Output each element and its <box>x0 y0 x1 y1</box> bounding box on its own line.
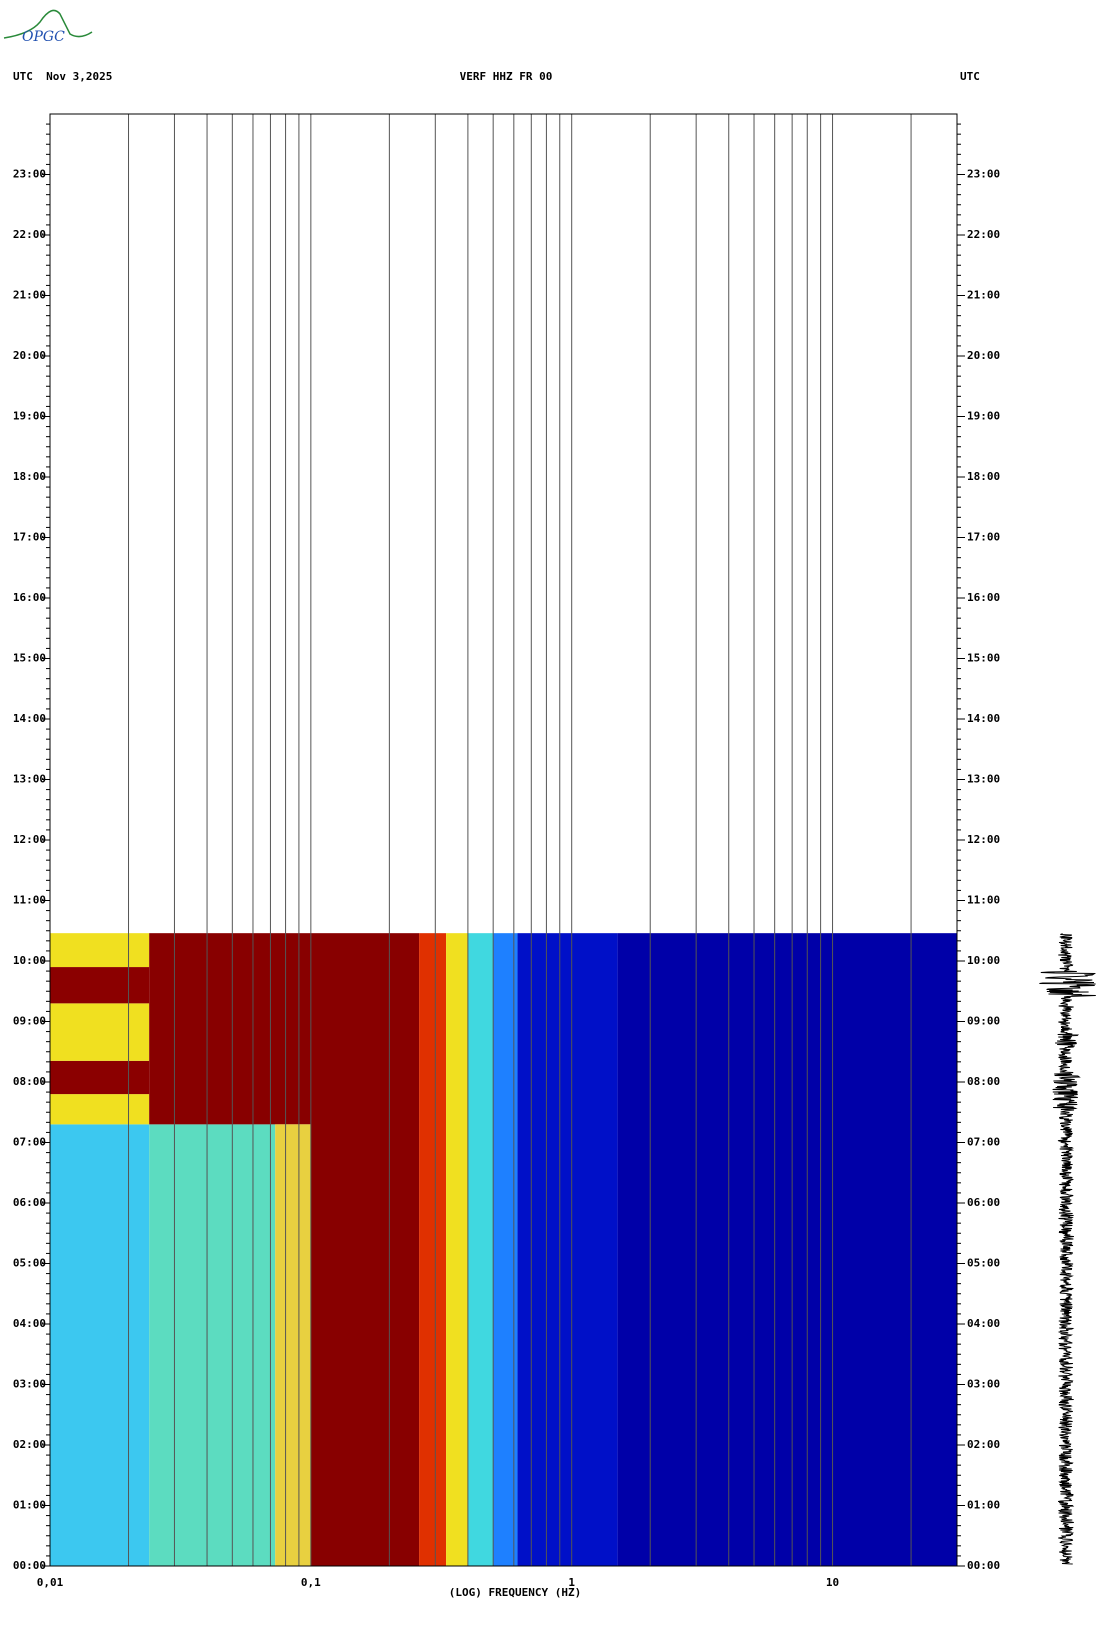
spectrogram-cell <box>149 933 311 1125</box>
spectrogram-cell <box>517 933 618 1566</box>
x-tick-label: 10 <box>826 1576 839 1589</box>
y-tick-label: 02:00 <box>967 1438 1000 1451</box>
y-tick-label: 04:00 <box>967 1317 1000 1330</box>
y-tick-label: 00:00 <box>967 1559 1000 1572</box>
header-right: UTC <box>960 70 980 83</box>
y-tick-label: 00:00 <box>13 1559 46 1572</box>
y-tick-label: 02:00 <box>13 1438 46 1451</box>
y-tick-label: 03:00 <box>967 1378 1000 1391</box>
y-tick-label: 08:00 <box>967 1075 1000 1088</box>
y-tick-label: 05:00 <box>13 1257 46 1270</box>
y-tick-label: 07:00 <box>13 1136 46 1149</box>
y-tick-label: 14:00 <box>967 712 1000 725</box>
spectrogram-cell <box>50 1060 150 1095</box>
x-axis-label: (LOG) FREQUENCY (HZ) <box>449 1586 581 1599</box>
spectrogram-cell <box>467 933 494 1566</box>
y-tick-label: 08:00 <box>13 1075 46 1088</box>
y-tick-label: 13:00 <box>967 773 1000 786</box>
y-tick-label: 12:00 <box>967 833 1000 846</box>
spectrogram <box>50 933 957 1566</box>
x-tick-label: 0,01 <box>37 1576 64 1589</box>
spectrogram-cell <box>419 933 447 1566</box>
y-tick-label: 19:00 <box>967 410 1000 423</box>
y-tick-label: 01:00 <box>967 1499 1000 1512</box>
y-tick-label: 21:00 <box>13 289 46 302</box>
spectrogram-cell <box>50 967 150 1004</box>
y-tick-label: 21:00 <box>967 289 1000 302</box>
y-tick-label: 10:00 <box>13 954 46 967</box>
spectrogram-cell <box>617 933 957 1566</box>
y-tick-label: 09:00 <box>967 1015 1000 1028</box>
y-tick-label: 23:00 <box>13 168 46 181</box>
y-tick-label: 07:00 <box>967 1136 1000 1149</box>
spectrogram-cell <box>275 1124 311 1566</box>
y-tick-label: 06:00 <box>13 1196 46 1209</box>
logo-text: OPGC <box>22 29 65 45</box>
y-tick-label: 17:00 <box>13 531 46 544</box>
y-tick-label: 10:00 <box>967 954 1000 967</box>
x-tick-label: 1 <box>568 1576 575 1589</box>
logo: OPGC <box>3 9 93 45</box>
y-tick-label: 16:00 <box>13 591 46 604</box>
y-tick-label: 19:00 <box>13 410 46 423</box>
y-tick-label: 15:00 <box>13 652 46 665</box>
y-tick-label: 18:00 <box>13 470 46 483</box>
logo-curve <box>3 9 93 39</box>
y-tick-label: 23:00 <box>967 168 1000 181</box>
y-tick-label: 20:00 <box>967 349 1000 362</box>
y-tick-label: 22:00 <box>13 228 46 241</box>
y-tick-label: 01:00 <box>13 1499 46 1512</box>
grid <box>49 114 912 1566</box>
y-tick-label: 04:00 <box>13 1317 46 1330</box>
spectrogram-cell <box>50 1124 150 1566</box>
y-tick-label: 11:00 <box>13 894 46 907</box>
y-tick-label: 14:00 <box>13 712 46 725</box>
plot-frame <box>49 113 958 1567</box>
spectrogram-cell <box>50 1003 150 1061</box>
y-tick-label: 17:00 <box>967 531 1000 544</box>
header-left: UTC Nov 3,2025 <box>13 70 112 83</box>
x-tick-label: 0,1 <box>301 1576 321 1589</box>
y-tick-label: 09:00 <box>13 1015 46 1028</box>
spectrogram-cell <box>50 1094 150 1125</box>
y-tick-label: 12:00 <box>13 833 46 846</box>
chart-title: VERF HHZ FR 00 <box>460 70 553 83</box>
axes: 0,01 0,1 1 10 00:00 00:00 01:00 01:00 02:00 02:00… <box>13 123 1000 1589</box>
y-tick-label: 05:00 <box>967 1257 1000 1270</box>
seismogram-trace <box>1039 933 1096 1565</box>
y-tick-label: 16:00 <box>967 591 1000 604</box>
y-tick-label: 22:00 <box>967 228 1000 241</box>
spectrogram-cell <box>50 933 150 968</box>
spectrogram-cell <box>149 1124 276 1566</box>
y-tick-label: 06:00 <box>967 1196 1000 1209</box>
y-tick-label: 03:00 <box>13 1378 46 1391</box>
y-tick-label: 18:00 <box>967 470 1000 483</box>
y-tick-label: 11:00 <box>967 894 1000 907</box>
y-tick-label: 15:00 <box>967 652 1000 665</box>
spectrogram-cell <box>446 933 468 1566</box>
spectrogram-cell <box>310 933 420 1566</box>
y-tick-label: 20:00 <box>13 349 46 362</box>
y-tick-label: 13:00 <box>13 773 46 786</box>
